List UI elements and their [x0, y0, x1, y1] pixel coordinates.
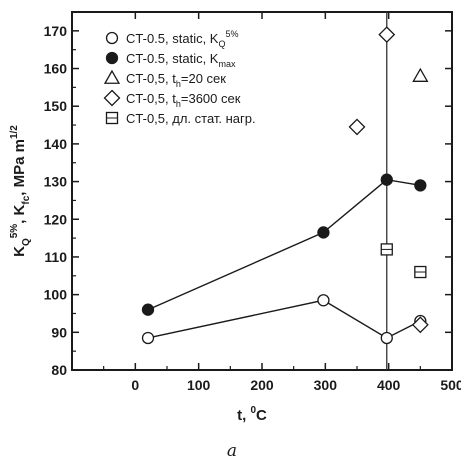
data-markers	[141, 26, 429, 345]
axis-ticks: 0 100 200 300 400 500 80 90 100 110 120 130 140 150 16…	[44, 11, 461, 393]
data-point	[412, 67, 429, 82]
y-tick-label: 160	[44, 61, 68, 77]
x-tick-label: 100	[187, 377, 211, 393]
y-axis-title: KQ5%, Kfc, MPa m1/2	[9, 125, 32, 257]
legend-marker	[105, 51, 119, 65]
legend-label: CT-0,5, th=20 сек	[126, 71, 226, 89]
y-tick-label: 170	[44, 23, 68, 39]
legend-label: CT-0.5, static, Kmax	[126, 51, 236, 69]
x-tick-label: 200	[250, 377, 274, 393]
data-point	[317, 294, 330, 307]
data-point	[348, 118, 366, 136]
y-tick-label: 140	[44, 136, 68, 152]
data-point	[141, 331, 155, 345]
x-tick-label: 500	[440, 377, 461, 393]
legend: CT-0.5, static, KQ5% CT-0.5, static, Kmax…	[103, 29, 256, 126]
legend-label: CT-0,5, th=3600 сек	[126, 91, 241, 109]
legend-marker	[105, 111, 119, 125]
legend-marker	[103, 89, 121, 107]
x-tick-label: 400	[377, 377, 401, 393]
y-tick-label: 120	[44, 211, 68, 227]
series-line	[147, 178, 421, 311]
x-axis-title: t, 0C	[237, 405, 267, 424]
axis-titles: t, 0C KQ5%, Kfc, MPa m1/2 a	[9, 125, 267, 461]
data-point	[317, 226, 330, 239]
legend-marker	[103, 69, 121, 84]
x-tick-label: 300	[314, 377, 338, 393]
data-point	[414, 265, 427, 279]
y-tick-label: 80	[51, 362, 67, 378]
data-point	[141, 303, 155, 316]
y-tick-label: 110	[44, 249, 67, 265]
data-point	[414, 179, 427, 192]
data-point	[411, 316, 429, 334]
legend-label: CT-0.5, static, KQ5%	[126, 29, 239, 49]
legend-label: CT-0,5, дл. стат. нагр.	[126, 111, 256, 126]
x-tick-label: 0	[131, 377, 139, 393]
y-tick-label: 100	[44, 287, 68, 303]
data-point	[380, 243, 393, 256]
y-tick-label: 150	[44, 98, 68, 114]
series-lines	[147, 178, 421, 339]
legend-marker	[105, 31, 119, 45]
data-point	[380, 173, 393, 186]
y-tick-label: 130	[44, 174, 68, 190]
y-tick-label: 90	[51, 324, 67, 340]
data-point	[380, 331, 393, 345]
series-line	[147, 299, 421, 339]
subfigure-label: a	[227, 441, 237, 461]
data-point	[378, 26, 396, 44]
